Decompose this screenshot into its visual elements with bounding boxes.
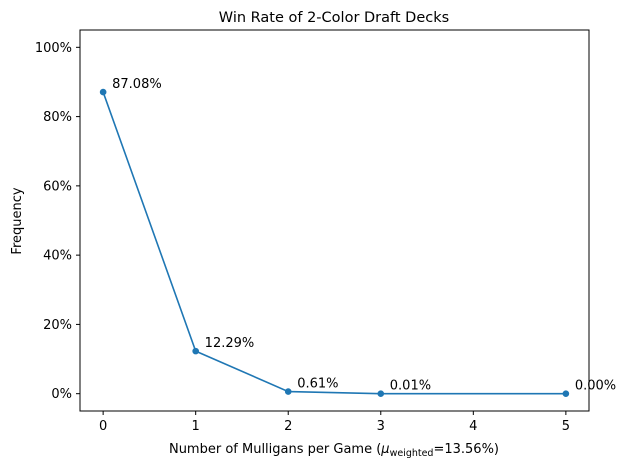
data-point [192, 347, 199, 355]
data-point [284, 388, 292, 395]
y-tick-label: 80% [43, 110, 72, 125]
data-point [99, 88, 107, 96]
y-axis: 0% 20% 40% 60% 80% 100% [35, 41, 80, 402]
data-label: 12.29% [205, 336, 255, 351]
y-tick-label: 0% [51, 387, 72, 402]
x-axis-label-symbol: μ [380, 442, 389, 457]
data-label: 0.01% [390, 379, 431, 394]
data-label: 0.00% [575, 379, 616, 394]
y-axis-label: Frequency [10, 187, 25, 254]
x-tick-label: 3 [377, 419, 385, 434]
axes-frame [79, 29, 590, 412]
x-axis-label: Number of Mulligans per Game (μweighted=… [169, 442, 499, 459]
data-label: 0.61% [297, 377, 338, 392]
plot-area [79, 29, 590, 412]
y-tick-label: 20% [43, 318, 72, 333]
x-tick-label: 5 [562, 419, 570, 434]
x-tick-label: 0 [99, 419, 107, 434]
x-tick-label: 4 [469, 419, 477, 434]
y-tick-label: 40% [43, 249, 72, 264]
x-axis-label-suffix: =13.56%) [433, 442, 499, 457]
x-axis-label-subscript: weighted [390, 448, 434, 459]
data-label: 87.08% [112, 77, 162, 92]
y-tick-label: 100% [35, 41, 72, 56]
chart-title: Win Rate of 2-Color Draft Decks [219, 10, 449, 26]
y-tick-label: 60% [43, 179, 72, 194]
series-layer: 87.08% 12.29% 0.61% 0.01% 0.00% [99, 77, 616, 397]
data-point [562, 390, 570, 397]
x-tick-label: 1 [192, 419, 200, 434]
x-axis-label-prefix: Number of Mulligans per Game ( [169, 442, 381, 457]
x-axis: 0 1 2 3 4 5 [99, 411, 570, 434]
data-point [377, 390, 385, 397]
x-tick-label: 2 [284, 419, 292, 434]
